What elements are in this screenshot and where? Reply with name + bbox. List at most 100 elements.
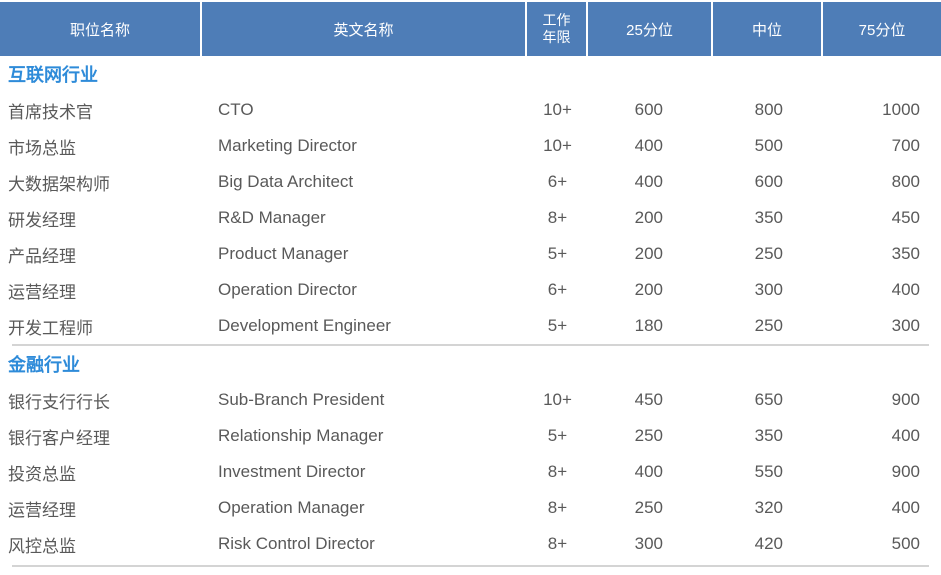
- cell-position-cn: 市场总监: [8, 138, 76, 158]
- cell-position-cn: 风控总监: [8, 536, 76, 556]
- column-header-label: 职位名称: [69, 21, 130, 39]
- cell-work-years: 5+: [547, 244, 568, 263]
- cell-work-years: 10+: [543, 100, 572, 119]
- cell-median: 250: [754, 244, 783, 263]
- cell-position-cn: 大数据架构师: [8, 174, 110, 194]
- column-header-percentile-25: 25分位: [588, 2, 713, 56]
- cell-work-years: 6+: [547, 172, 568, 191]
- cell-position-en: Big Data Architect: [218, 172, 354, 191]
- cell-median: 650: [754, 390, 783, 409]
- cell-percentile-25: 200: [634, 208, 663, 227]
- table-row: 开发工程师 Development Engineer 5+ 180 250 30…: [0, 308, 941, 344]
- table-bottom-border: [12, 565, 929, 567]
- column-header-label: 25分位: [626, 21, 673, 39]
- cell-median: 550: [754, 462, 783, 481]
- table-row: 投资总监 Investment Director 8+ 400 550 900: [0, 454, 941, 490]
- column-header-label: 中位: [751, 21, 782, 39]
- table-row: 运营经理 Operation Manager 8+ 250 320 400: [0, 490, 941, 526]
- column-header-work-years: 工作年限: [527, 2, 588, 56]
- cell-percentile-75: 400: [891, 280, 920, 299]
- cell-median: 600: [754, 172, 783, 191]
- cell-percentile-75: 1000: [882, 100, 920, 119]
- cell-median: 350: [754, 208, 783, 227]
- cell-percentile-25: 300: [634, 534, 663, 553]
- table-row: 银行客户经理 Relationship Manager 5+ 250 350 4…: [0, 418, 941, 454]
- cell-median: 420: [754, 534, 783, 553]
- cell-position-cn: 银行支行行长: [8, 392, 110, 412]
- section-title: 金融行业: [8, 355, 80, 375]
- cell-position-cn: 产品经理: [8, 246, 76, 266]
- cell-position-en: Relationship Manager: [218, 426, 384, 445]
- cell-position-cn: 运营经理: [8, 282, 76, 302]
- cell-position-cn: 银行客户经理: [8, 428, 110, 448]
- cell-percentile-75: 900: [891, 462, 920, 481]
- cell-position-en: Marketing Director: [218, 136, 357, 155]
- cell-work-years: 8+: [547, 498, 568, 517]
- section-separator: [12, 344, 929, 346]
- table-row: 大数据架构师 Big Data Architect 6+ 400 600 800: [0, 164, 941, 200]
- cell-percentile-75: 400: [891, 426, 920, 445]
- cell-position-cn: 开发工程师: [8, 318, 93, 338]
- cell-percentile-25: 600: [634, 100, 663, 119]
- cell-work-years: 10+: [543, 390, 572, 409]
- cell-work-years: 5+: [547, 426, 568, 445]
- cell-percentile-75: 450: [891, 208, 920, 227]
- column-header-percentile-75: 75分位: [823, 2, 941, 56]
- table-row: 风控总监 Risk Control Director 8+ 300 420 50…: [0, 526, 941, 562]
- cell-work-years: 6+: [547, 280, 568, 299]
- cell-percentile-75: 400: [891, 498, 920, 517]
- cell-position-en: Development Engineer: [218, 316, 391, 335]
- cell-percentile-75: 800: [891, 172, 920, 191]
- cell-position-en: CTO: [218, 100, 254, 119]
- cell-position-en: Risk Control Director: [218, 534, 375, 553]
- cell-percentile-25: 200: [634, 280, 663, 299]
- cell-work-years: 10+: [543, 136, 572, 155]
- cell-median: 800: [754, 100, 783, 119]
- cell-median: 320: [754, 498, 783, 517]
- column-header-label: 75分位: [858, 21, 906, 39]
- table-body: 互联网行业 首席技术官 CTO 10+ 600 800 1000 市场总监 Ma…: [0, 56, 941, 562]
- cell-percentile-75: 700: [891, 136, 920, 155]
- cell-position-en: Investment Director: [218, 462, 366, 481]
- column-header-label: 工作年限: [542, 11, 571, 46]
- cell-percentile-25: 250: [634, 426, 663, 445]
- cell-percentile-75: 350: [891, 244, 920, 263]
- cell-percentile-25: 200: [634, 244, 663, 263]
- column-header-position-en: 英文名称: [202, 2, 527, 56]
- table-row: 产品经理 Product Manager 5+ 200 250 350: [0, 236, 941, 272]
- cell-percentile-25: 250: [634, 498, 663, 517]
- table-row: 研发经理 R&D Manager 8+ 200 350 450: [0, 200, 941, 236]
- cell-position-cn: 投资总监: [8, 464, 76, 484]
- cell-position-en: Operation Manager: [218, 498, 365, 517]
- cell-percentile-25: 400: [634, 172, 663, 191]
- cell-position-en: Product Manager: [218, 244, 349, 263]
- cell-percentile-25: 450: [634, 390, 663, 409]
- cell-position-en: Operation Director: [218, 280, 357, 299]
- cell-percentile-75: 500: [891, 534, 920, 553]
- cell-percentile-75: 300: [891, 316, 920, 335]
- table-row: 市场总监 Marketing Director 10+ 400 500 700: [0, 128, 941, 164]
- cell-position-cn: 研发经理: [8, 210, 76, 230]
- cell-position-cn: 运营经理: [8, 500, 76, 520]
- cell-work-years: 5+: [547, 316, 568, 335]
- table-row: 运营经理 Operation Director 6+ 200 300 400: [0, 272, 941, 308]
- column-header-label: 英文名称: [333, 21, 394, 39]
- section-title: 互联网行业: [8, 65, 98, 85]
- cell-median: 300: [754, 280, 783, 299]
- cell-work-years: 8+: [547, 462, 568, 481]
- cell-median: 500: [754, 136, 783, 155]
- cell-median: 350: [754, 426, 783, 445]
- cell-work-years: 8+: [547, 534, 568, 553]
- table-row: 银行支行行长 Sub-Branch President 10+ 450 650 …: [0, 382, 941, 418]
- cell-percentile-25: 400: [634, 136, 663, 155]
- cell-percentile-25: 180: [634, 316, 663, 335]
- cell-percentile-25: 400: [634, 462, 663, 481]
- column-header-position-cn: 职位名称: [0, 2, 202, 56]
- table-header: 职位名称 英文名称 工作年限 25分位 中位 75分位: [0, 2, 941, 56]
- cell-position-cn: 首席技术官: [8, 102, 93, 122]
- cell-median: 250: [754, 316, 783, 335]
- cell-work-years: 8+: [547, 208, 568, 227]
- cell-percentile-75: 900: [891, 390, 920, 409]
- cell-position-en: R&D Manager: [218, 208, 326, 227]
